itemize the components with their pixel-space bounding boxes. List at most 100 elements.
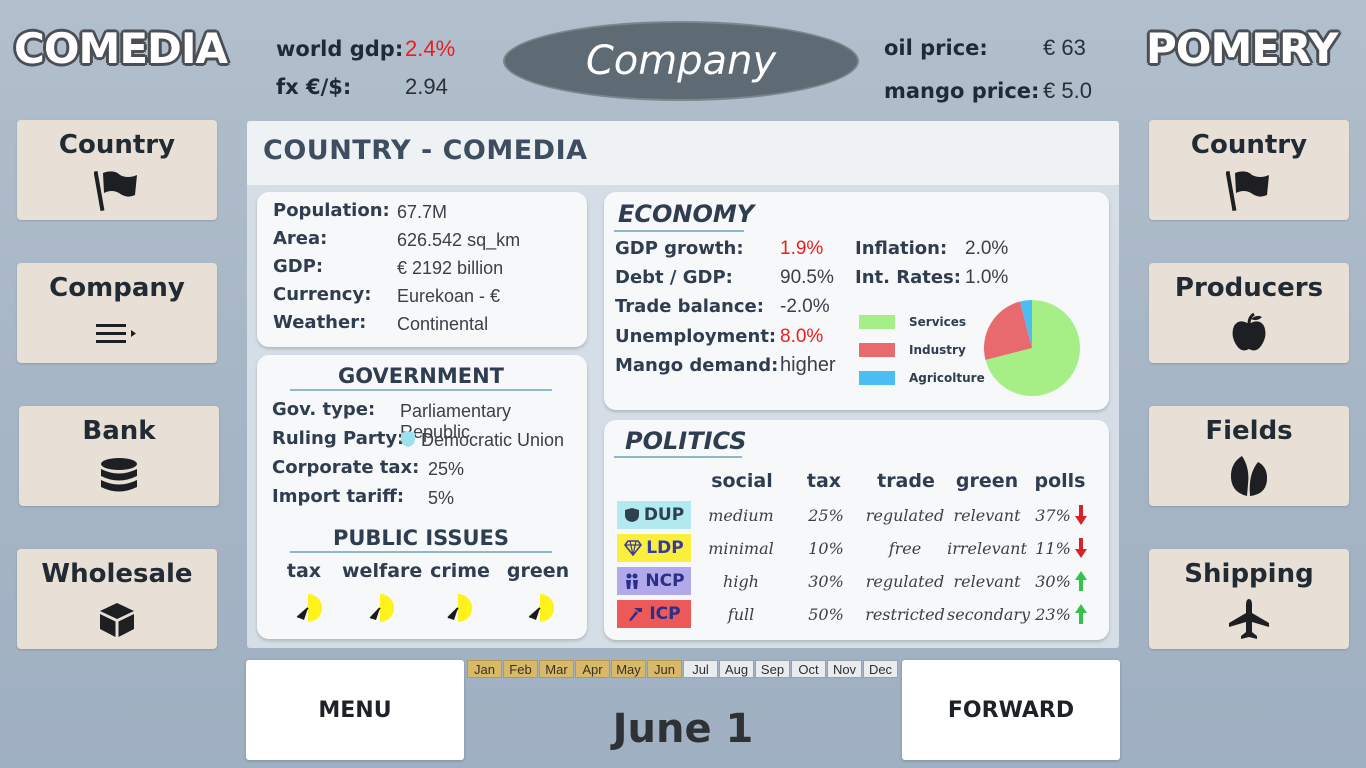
- gov-type-value: Parliamentary Republic: [400, 401, 512, 442]
- pie-slice-agricolture: [1020, 300, 1032, 348]
- airplane-icon: [1227, 597, 1271, 641]
- econ-label: Unemployment:: [615, 326, 777, 347]
- hammer-icon: [629, 608, 643, 621]
- bank-button-label: Bank: [82, 416, 156, 446]
- gauge-needle: [369, 607, 381, 619]
- econ-label: Debt / GDP:: [615, 267, 733, 288]
- issue-gauge: [296, 594, 322, 622]
- menu-button[interactable]: MENU: [246, 660, 464, 760]
- legend-swatch: [859, 315, 895, 329]
- politics-header-trade: trade: [877, 470, 935, 492]
- shield-icon: [400, 430, 416, 452]
- econ-label: Inflation:: [855, 238, 948, 259]
- legend-label: Agricolture: [909, 371, 985, 385]
- gauge-needle-shadow: [448, 608, 458, 620]
- corporate-tax-label: Corporate tax:: [272, 457, 420, 478]
- world-gdp-value: 2.4%: [405, 36, 456, 61]
- current-view-label: Company: [585, 38, 777, 84]
- econ-value: 2.0%: [965, 238, 1009, 259]
- party-badge-icp: ICP: [617, 600, 691, 628]
- party-name: NCP: [645, 571, 685, 591]
- econ-value: 1.0%: [965, 267, 1009, 288]
- econ-label: Int. Rates:: [855, 267, 961, 288]
- menu-button-label: MENU: [318, 697, 392, 723]
- shield-icon: [624, 508, 639, 522]
- party-polls: 37%: [1035, 506, 1071, 525]
- party-tax: 25%: [808, 506, 844, 525]
- politics-header-green: green: [955, 470, 1019, 492]
- import-tariff-value: 5%: [428, 488, 455, 508]
- issue-welfare: welfare: [342, 560, 422, 582]
- gauge-fill: [458, 594, 472, 622]
- economy-title: ECONOMY: [618, 200, 755, 228]
- party-tax: 50%: [808, 605, 844, 624]
- party-row: LDP minimal 10% free irrelevant 11%: [617, 534, 1097, 564]
- fields-button-label: Fields: [1205, 416, 1293, 446]
- right-country-button-label: Country: [1190, 130, 1308, 160]
- issue-gauge: [447, 594, 472, 622]
- government-card: [257, 355, 587, 639]
- forward-button[interactable]: FORWARD: [902, 660, 1120, 760]
- producers-button-label: Producers: [1174, 273, 1324, 303]
- month-cell: Oct: [791, 660, 826, 678]
- pie-slice-services: [985, 300, 1080, 396]
- politics-title: POLITICS: [625, 427, 747, 455]
- oil-price-label: oil price:: [884, 36, 988, 60]
- econ-value: -2.0%: [780, 296, 830, 317]
- party-social: high: [723, 572, 759, 591]
- government-title: GOVERNMENT: [337, 364, 504, 388]
- issue-green: green: [506, 560, 570, 582]
- people-icon: [626, 573, 639, 589]
- info-value: Continental: [397, 314, 489, 334]
- month-cell: Aug: [719, 660, 754, 678]
- info-value: 626.542 sq_km: [397, 230, 521, 250]
- bank-button[interactable]: Bank: [19, 406, 219, 506]
- company-button-label: Company: [49, 273, 185, 303]
- party-trade: restricted: [865, 605, 945, 624]
- info-value: 67.7M: [397, 202, 448, 222]
- shipping-button-label: Shipping: [1184, 559, 1314, 589]
- corporate-tax-value: 25%: [428, 459, 465, 479]
- oil-price-value: € 63: [1043, 35, 1086, 60]
- producers-button[interactable]: Producers: [1149, 263, 1349, 363]
- issue-crime: crime: [430, 560, 490, 582]
- legend-swatch: [859, 371, 895, 385]
- shipping-button[interactable]: Shipping: [1149, 549, 1349, 649]
- fx-value: 2.94: [405, 74, 448, 99]
- info-label: Weather:: [273, 312, 367, 333]
- info-label: Currency:: [273, 284, 372, 305]
- info-value: Eurekoan - €: [397, 286, 501, 306]
- left-country-title: COMEDIA: [14, 24, 228, 73]
- party-row: ICP full 50% restricted secondary 23%: [617, 600, 1097, 630]
- diamond-icon: [624, 540, 643, 556]
- party-polls: 23%: [1035, 605, 1071, 624]
- legend-label: Services: [909, 315, 967, 329]
- government-rows: Gov. type: Parliamentary Republic Ruling…: [272, 399, 582, 519]
- party-row: NCP high 30% regulated relevant 30%: [617, 567, 1097, 597]
- issue-gauge: [369, 594, 394, 622]
- trend-up-icon: [1075, 604, 1087, 624]
- company-button[interactable]: Company: [17, 263, 217, 363]
- right-country-button[interactable]: Country: [1149, 120, 1349, 220]
- wholesale-button[interactable]: Wholesale: [17, 549, 217, 649]
- issue-label: tax: [286, 560, 322, 582]
- month-cell: Sep: [755, 660, 790, 678]
- gauge-fill: [380, 594, 394, 622]
- fields-button[interactable]: Fields: [1149, 406, 1349, 506]
- econ-value: higher: [780, 354, 836, 376]
- issue-label: green: [506, 560, 570, 582]
- party-green: irrelevant: [947, 539, 1027, 558]
- month-cell: Jan: [467, 660, 502, 678]
- month-cell: Dec: [863, 660, 898, 678]
- month-timeline: Jan Feb Mar Apr May Jun Jul Aug Sep Oct …: [467, 660, 899, 680]
- issue-gauge: [528, 594, 554, 622]
- info-value: € 2192 billion: [397, 258, 504, 278]
- econ-value: 1.9%: [780, 238, 824, 259]
- current-view-title: Company: [503, 21, 859, 101]
- party-badge-ncp: NCP: [617, 567, 691, 595]
- left-country-button[interactable]: Country: [17, 120, 217, 220]
- gauge-fill: [308, 594, 322, 622]
- econ-label: Mango demand:: [615, 355, 779, 376]
- leaves-icon: [1228, 454, 1270, 498]
- section-divider: [290, 551, 552, 553]
